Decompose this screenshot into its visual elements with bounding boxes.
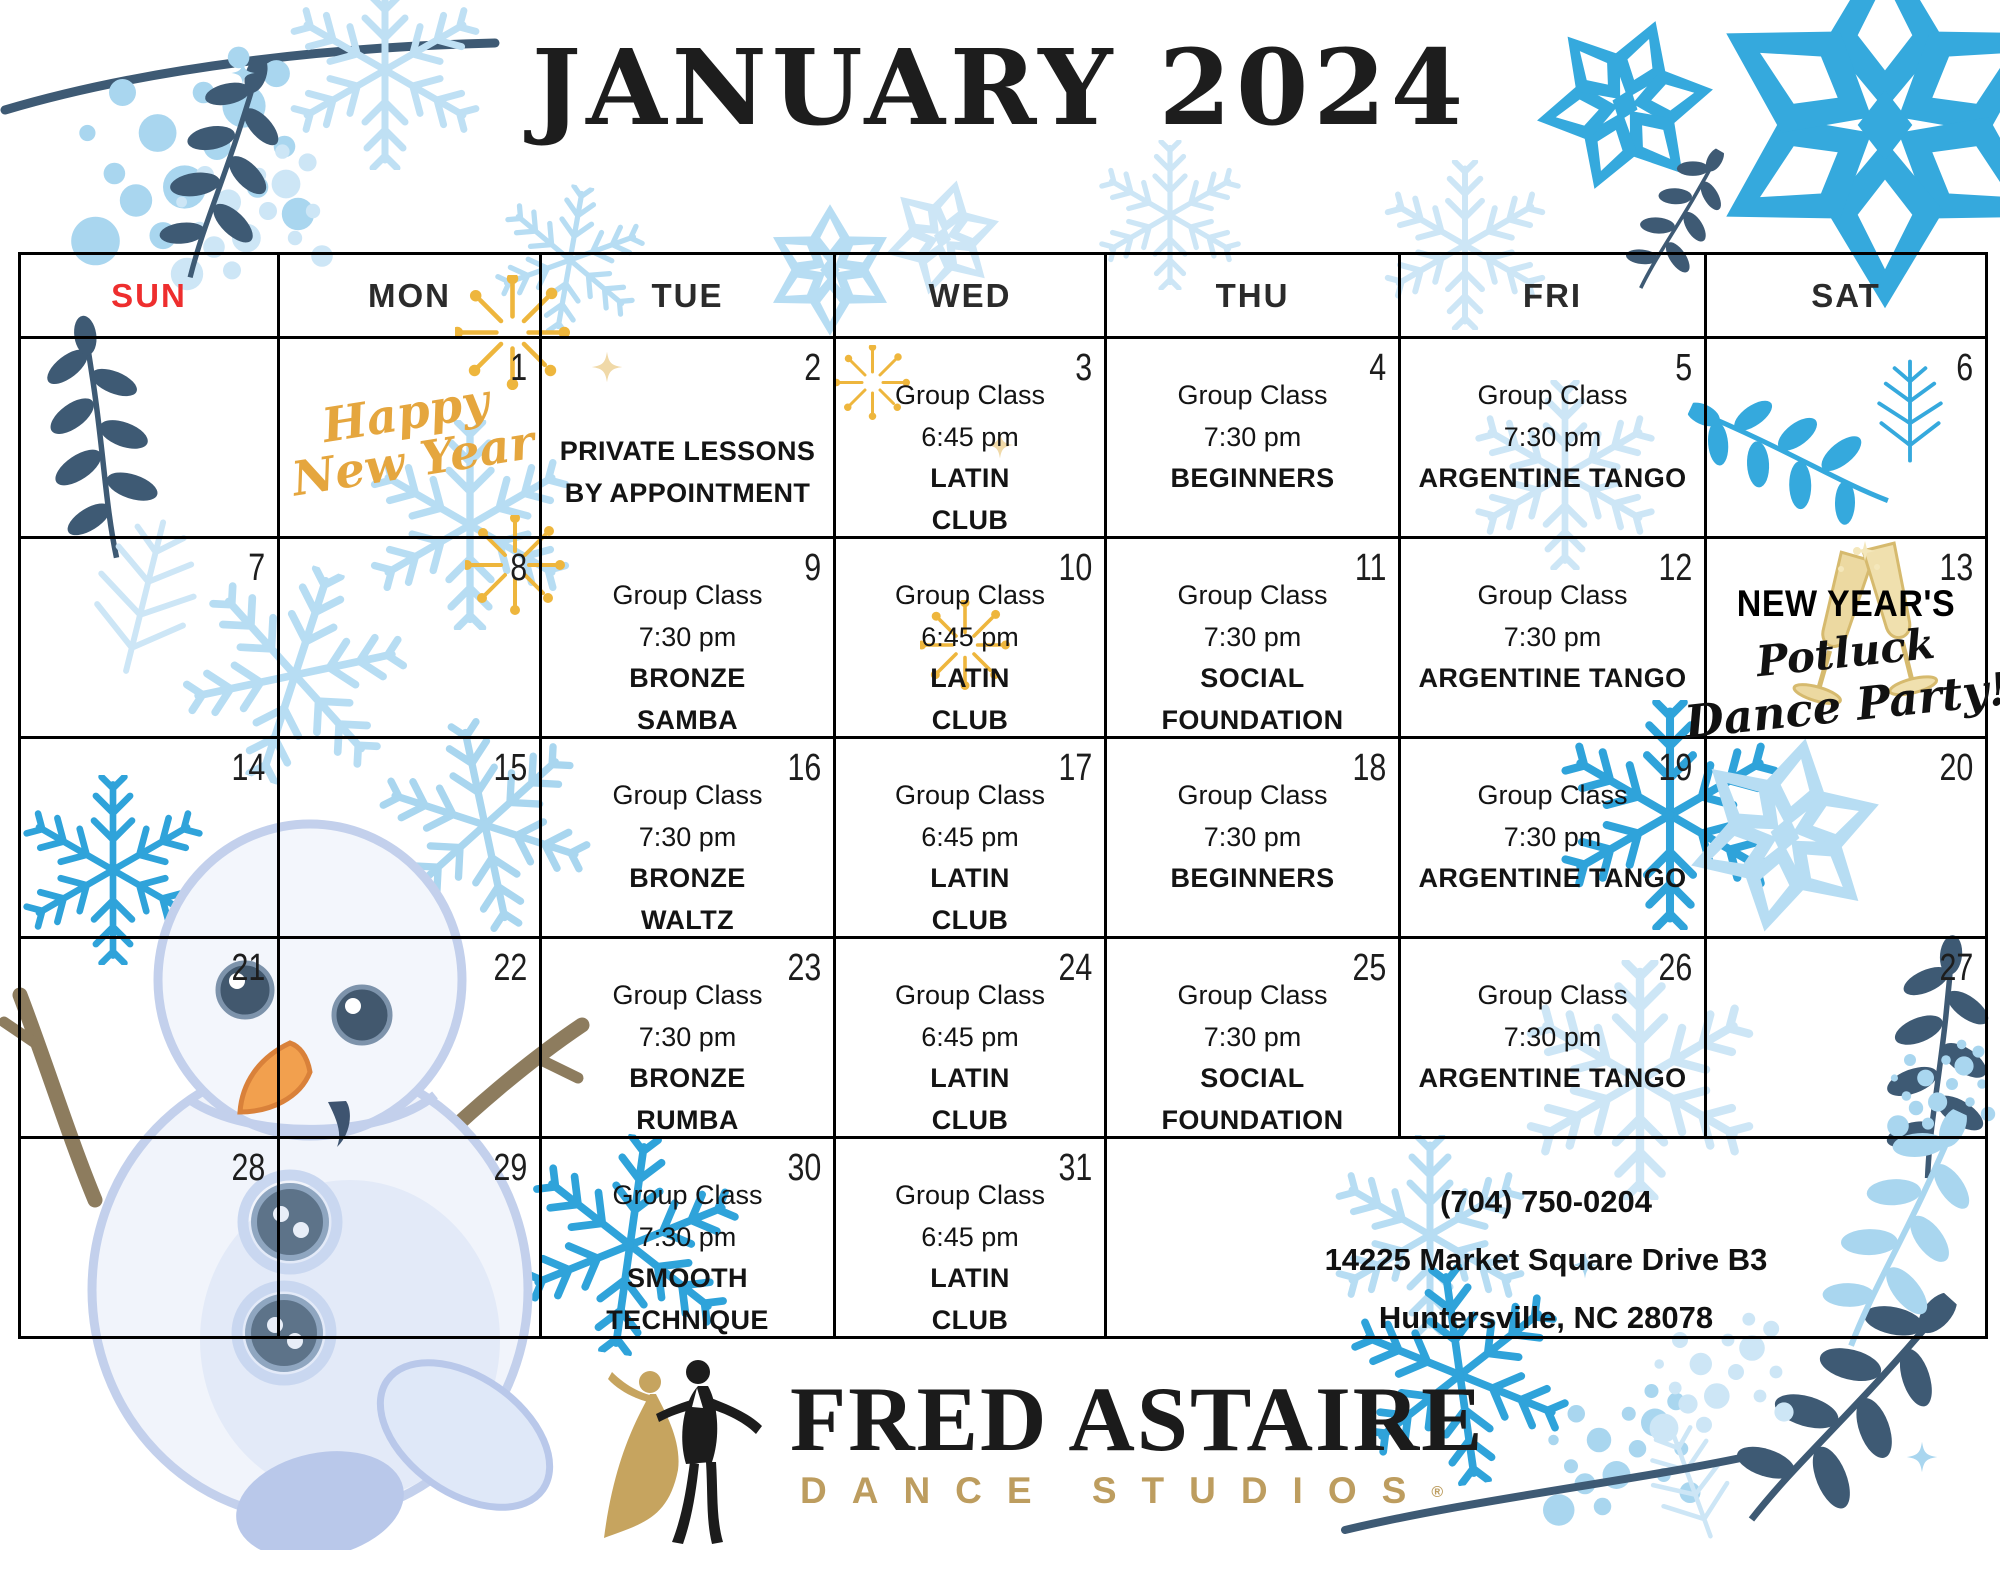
event-text: Group Class 6:45 pm LATIN CLUB [894,380,1046,535]
calendar-cell-jan-22: 22 [277,936,539,1136]
calendar-cell-jan-6: 6 [1704,336,1985,536]
calendar-cell-jan-19: 19 Group Class 7:30 pm ARGENTINE TANGO [1398,736,1704,936]
calendar-grid: SUN MON TUE WED THU FRI SAT 1 Happy New … [18,252,2000,1339]
date-number: 21 [231,947,265,989]
new-years-party-text: NEW YEAR'S Potluck Dance Party! [1681,583,2000,749]
event-text: Group Class 7:30 pm ARGENTINE TANGO [1418,580,1687,694]
date-number: 25 [1352,947,1386,989]
calendar-cell-empty [18,336,277,536]
date-number: 6 [1956,347,1973,389]
calendar-cell-jan-7: 7 [18,536,277,736]
calendar-cell-jan-15: 15 [277,736,539,936]
calendar-cell-jan-28: 28 [18,1136,277,1336]
date-number: 22 [493,947,527,989]
calendar-cell-jan-12: 12 Group Class 7:30 pm ARGENTINE TANGO [1398,536,1704,736]
date-number: 9 [804,547,821,589]
date-number: 13 [1939,547,1973,589]
date-number: 8 [510,547,527,589]
champagne-glasses-icon [1792,541,1939,706]
calendar-cell-jan-3: 3 Group Class 6:45 pm LATIN CLUB [833,336,1104,536]
event-text: Group Class 7:30 pm BRONZE SAMBA [612,580,763,735]
date-number: 17 [1058,747,1092,789]
date-number: 29 [493,1147,527,1189]
event-text: Group Class 6:45 pm LATIN CLUB [894,780,1046,935]
calendar-cell-jan-29: 29 [277,1136,539,1336]
studio-address-line1: 14225 Market Square Drive B3 [1324,1242,1768,1277]
date-number: 24 [1058,947,1092,989]
event-text: Group Class 7:30 pm BRONZE WALTZ [612,780,763,935]
date-number: 31 [1058,1147,1092,1189]
brand-name: FRED ASTAIRE [790,1368,1485,1470]
date-number: 20 [1939,747,1973,789]
calendar-cell-jan-2: 2 PRIVATE LESSONS BY APPOINTMENT [539,336,833,536]
event-text: Group Class 6:45 pm LATIN CLUB [894,580,1046,735]
date-number: 28 [231,1147,265,1189]
calendar-cell-jan-4: 4 Group Class 7:30 pm BEGINNERS [1104,336,1398,536]
event-text: Group Class 7:30 pm SMOOTH TECHNIQUE [606,1180,769,1335]
event-text: Group Class 6:45 pm LATIN CLUB [894,1180,1046,1335]
calendar-cell-jan-1: 1 Happy New Year [277,336,539,536]
date-number: 10 [1058,547,1092,589]
calendar-cell-jan-27: 27 [1704,936,1985,1136]
page-title: JANUARY 2024 [531,26,1469,149]
event-text: Group Class 6:45 pm LATIN CLUB [894,980,1046,1135]
calendar-cell-jan-25: 25 Group Class 7:30 pm SOCIAL FOUNDATION [1104,936,1398,1136]
dancing-couple-icon [604,1360,762,1544]
calendar-cell-jan-31: 31 Group Class 6:45 pm LATIN CLUB [833,1136,1104,1336]
calendar-cell-jan-26: 26 Group Class 7:30 pm ARGENTINE TANGO [1398,936,1704,1136]
day-header-wed: WED [833,252,1104,336]
date-number: 27 [1939,947,1973,989]
calendar-cell-jan-11: 11 Group Class 7:30 pm SOCIAL FOUNDATION [1104,536,1398,736]
studio-phone: (704) 750-0204 [1440,1184,1652,1219]
date-number: 30 [787,1147,821,1189]
studio-address-line2: Huntersville, NC 28078 [1378,1300,1714,1335]
date-number: 11 [1354,547,1386,589]
event-text: Group Class 7:30 pm BRONZE RUMBA [612,980,763,1135]
event-text: Group Class 7:30 pm ARGENTINE TANGO [1418,780,1687,894]
event-text: Group Class 7:30 pm BEGINNERS [1170,380,1335,494]
date-number: 16 [787,747,821,789]
date-number: 4 [1369,347,1386,389]
calendar-cell-jan-23: 23 Group Class 7:30 pm BRONZE RUMBA [539,936,833,1136]
happy-new-year-script: Happy New Year [288,373,539,507]
calendar-cell-jan-16: 16 Group Class 7:30 pm BRONZE WALTZ [539,736,833,936]
date-number: 12 [1658,547,1692,589]
date-number: 23 [787,947,821,989]
date-number: 7 [248,547,265,589]
calendar-cell-jan-30: 30 Group Class 7:30 pm SMOOTH TECHNIQUE [539,1136,833,1336]
day-header-sun: SUN [18,252,277,336]
event-text: Group Class 7:30 pm SOCIAL FOUNDATION [1161,580,1344,735]
calendar-cell-jan-5: 5 Group Class 7:30 pm ARGENTINE TANGO [1398,336,1704,536]
day-header-fri: FRI [1398,252,1704,336]
day-header-thu: THU [1104,252,1398,336]
date-number: 18 [1352,747,1386,789]
event-text: Group Class 7:30 pm BEGINNERS [1170,780,1335,894]
date-number: 14 [231,747,265,789]
date-number: 15 [493,747,527,789]
calendar-cell-jan-14: 14 [18,736,277,936]
calendar-cell-jan-17: 17 Group Class 6:45 pm LATIN CLUB [833,736,1104,936]
calendar-cell-jan-20: 20 [1704,736,1985,936]
day-header-tue: TUE [539,252,833,336]
footer-logo: FRED ASTAIRE DANCE STUDIOS® [0,1348,2000,1545]
registered-mark: ® [1431,1484,1444,1501]
event-text: Group Class 7:30 pm ARGENTINE TANGO [1418,380,1687,494]
calendar-cell-jan-9: 9 Group Class 7:30 pm BRONZE SAMBA [539,536,833,736]
calendar-cell-jan-24: 24 Group Class 6:45 pm LATIN CLUB [833,936,1104,1136]
event-text: Group Class 7:30 pm ARGENTINE TANGO [1418,980,1687,1094]
date-number: 2 [804,347,821,389]
day-header-sat: SAT [1704,252,1985,336]
calendar-cell-jan-18: 18 Group Class 7:30 pm BEGINNERS [1104,736,1398,936]
date-number: 3 [1075,347,1092,389]
calendar-cell-jan-21: 21 [18,936,277,1136]
calendar-cell-jan-10: 10 Group Class 6:45 pm LATIN CLUB [833,536,1104,736]
calendar-cell-jan-13: 13 NEW YEAR'S Potluck Dance Party! [1681,536,2000,749]
event-text: Group Class 7:30 pm SOCIAL FOUNDATION [1161,980,1344,1135]
studio-contact-info: (704) 750-0204 14225 Market Square Drive… [1104,1136,1985,1336]
event-text: PRIVATE LESSONS BY APPOINTMENT [559,436,816,508]
brand-subtitle: DANCE STUDIOS® [800,1470,1444,1511]
calendar-cell-jan-8: 8 [277,536,539,736]
